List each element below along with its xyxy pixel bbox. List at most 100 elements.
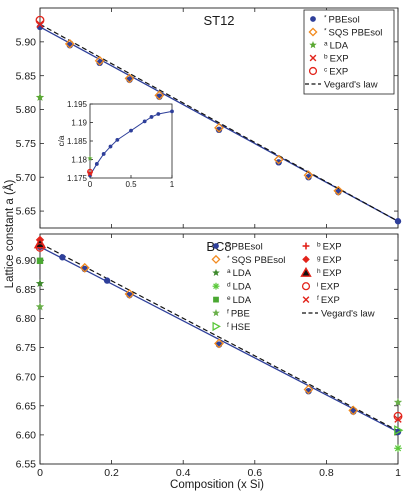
data-point <box>35 15 45 25</box>
legend-sup: h <box>317 268 321 275</box>
data-point <box>214 122 224 133</box>
legend-entry: Vegard's law <box>321 308 375 319</box>
legend-marker <box>211 254 221 264</box>
plot-frame <box>39 7 399 229</box>
legend-sup: * <box>227 241 230 248</box>
inset-y-tick-label: 1.18 <box>71 155 87 164</box>
inset-x-tick-label: 0.5 <box>125 180 137 189</box>
y-tick-label: 5.90 <box>16 36 37 48</box>
legend-name: EXP <box>330 53 349 64</box>
legend-entry: i EXP <box>317 282 339 293</box>
legend-marker <box>213 243 219 249</box>
y-tick-label: 6.55 <box>16 459 37 471</box>
legend-marker <box>308 27 318 37</box>
y-tick-label: 6.90 <box>16 255 37 267</box>
legend-name: EXP <box>320 282 339 293</box>
legend-sup: f <box>227 308 229 315</box>
data-point <box>215 126 223 134</box>
data-point <box>124 73 135 84</box>
legend-name: LDA <box>233 295 252 306</box>
legend-box <box>303 9 395 95</box>
inset-x-tick-label: 1 <box>170 180 175 189</box>
data-point <box>273 154 284 165</box>
legend-sup: f <box>227 322 229 329</box>
y-tick-label: 6.85 <box>16 284 37 296</box>
legend-marker <box>302 296 310 303</box>
legend-entry: Vegard's law <box>324 79 378 90</box>
inset-lda-point <box>87 155 93 161</box>
inset-x-tick-label: 0 <box>88 180 93 189</box>
inset-chart: 1.175 1.18 1.185 1.19 1.195 0 0.5 1 c/a <box>57 100 175 189</box>
inset-y-tick-label: 1.19 <box>71 118 87 127</box>
legend-sup: * <box>324 14 327 21</box>
inset-y-tick-label: 1.195 <box>67 100 88 109</box>
data-point <box>35 92 45 101</box>
legend-name: EXP <box>321 295 340 306</box>
data-point <box>303 170 314 181</box>
inset-data-point <box>94 162 99 166</box>
inset-exp-point <box>87 168 93 175</box>
y-tick-label: 5.75 <box>16 138 37 150</box>
legend-entry: c EXP <box>324 66 348 77</box>
data-point <box>348 405 359 416</box>
inset-data-point <box>129 128 133 133</box>
legend-marker <box>300 266 312 277</box>
y-axis-label: Lattice constant a (Å) <box>3 179 16 288</box>
y-tick-label: 6.60 <box>16 429 37 441</box>
x-tick-label: 1 <box>395 467 401 479</box>
inset-y-label: c/a <box>57 135 66 146</box>
panel-title: BC8 <box>206 239 231 254</box>
y-tick-label: 6.80 <box>16 313 37 325</box>
x-tick-label: 0 <box>37 467 43 479</box>
data-point <box>35 242 45 252</box>
panel-title: ST12 <box>203 13 234 28</box>
legend-marker <box>302 242 310 250</box>
inset-curve <box>89 110 173 176</box>
legend-name: PBEsol <box>329 14 360 25</box>
legend-entry: * SQS PBEsol <box>227 255 285 266</box>
legend-marker <box>212 321 221 332</box>
data-point <box>394 444 402 453</box>
inset-data-point <box>170 109 174 114</box>
legend-marker <box>308 66 318 76</box>
x-tick-label: 0.8 <box>319 467 334 479</box>
legend-marker <box>213 296 219 303</box>
legend-name: EXP <box>323 241 342 252</box>
inset-y-tick-label: 1.175 <box>67 174 88 183</box>
legend-marker <box>310 16 316 22</box>
legend-sup: * <box>227 255 230 262</box>
inset-data-point <box>142 119 147 124</box>
legend-marker <box>309 41 317 49</box>
data-point <box>275 159 282 166</box>
data-point <box>394 425 404 436</box>
y-tick-label: 6.75 <box>16 342 37 354</box>
legend-name: PBE <box>231 308 250 319</box>
data-point <box>96 59 103 67</box>
legend-sup: f <box>317 295 319 302</box>
inset-data-point <box>108 144 113 149</box>
legend-entry: g EXP <box>317 255 342 266</box>
vegards-law-line <box>39 242 399 432</box>
y-tick-label: 6.65 <box>16 400 37 412</box>
x-tick-label: 0.6 <box>247 467 262 479</box>
data-point <box>333 185 344 196</box>
legend-name: PBEsol <box>232 241 263 252</box>
data-point <box>394 218 402 225</box>
legend-sup: b <box>317 241 321 248</box>
data-point <box>59 254 66 261</box>
data-point <box>305 174 312 181</box>
legend-sup: c <box>324 66 328 73</box>
bc8-panel: 6.55 6.60 6.65 6.70 6.75 6.80 6.85 6.90 0 0.2 0.4 0… <box>16 233 404 479</box>
y-tick-label: 6.70 <box>16 371 37 383</box>
x-tick-label: 0.2 <box>104 467 119 479</box>
legend-name: Vegard's law <box>321 308 375 319</box>
data-point <box>36 257 44 264</box>
legend-entry: a LDA <box>227 268 252 279</box>
inset-data-point <box>156 112 161 116</box>
legend-sup: i <box>317 282 318 289</box>
data-point <box>303 384 314 395</box>
data-point <box>214 338 224 349</box>
y-tick-label: 5.70 <box>16 172 37 184</box>
